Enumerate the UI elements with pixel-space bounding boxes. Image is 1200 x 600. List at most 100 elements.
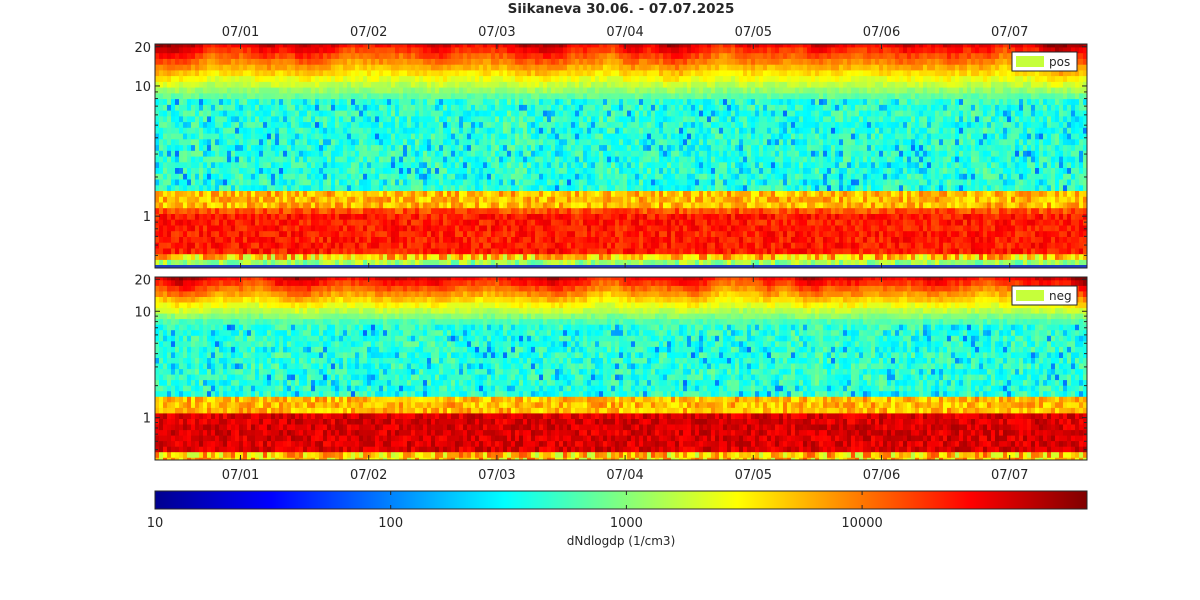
- heatmap-cell: [279, 98, 284, 105]
- heatmap-cell: [515, 69, 520, 77]
- heatmap-cell: [203, 87, 208, 94]
- heatmap-cell: [255, 259, 260, 266]
- heatmap-cell: [347, 138, 352, 146]
- heatmap-cell: [455, 52, 460, 59]
- heatmap-cell: [447, 161, 452, 168]
- heatmap-cell: [239, 144, 244, 151]
- heatmap-cell: [367, 242, 372, 249]
- heatmap-cell: [631, 179, 636, 186]
- heatmap-cell: [491, 58, 496, 65]
- heatmap-cell: [199, 242, 204, 249]
- heatmap-cell: [495, 207, 500, 214]
- heatmap-cell: [451, 184, 456, 191]
- heatmap-cell: [351, 179, 356, 186]
- heatmap-cell: [383, 213, 388, 220]
- heatmap-cell: [307, 253, 312, 260]
- heatmap-cell: [423, 44, 428, 48]
- heatmap-cell: [651, 150, 656, 157]
- heatmap-cell: [383, 127, 388, 134]
- heatmap-cell: [155, 98, 160, 105]
- heatmap-cell: [519, 69, 524, 77]
- heatmap-cell: [643, 133, 648, 140]
- heatmap-cell: [279, 58, 284, 65]
- heatmap-cell: [387, 207, 392, 214]
- heatmap-cell: [483, 207, 488, 214]
- heatmap-cell: [303, 173, 308, 180]
- heatmap-cell: [559, 219, 564, 226]
- heatmap-cell: [619, 133, 624, 140]
- heatmap-cell: [207, 230, 212, 237]
- heatmap-cell: [343, 144, 348, 151]
- heatmap-cell: [459, 46, 464, 54]
- heatmap-cell: [511, 44, 516, 48]
- heatmap-cell: [235, 87, 240, 94]
- heatmap-cell: [263, 138, 268, 146]
- heatmap-cell: [167, 167, 172, 174]
- heatmap-cell: [503, 247, 508, 255]
- heatmap-cell: [415, 156, 420, 163]
- heatmap-cell: [559, 92, 564, 100]
- heatmap-cell: [563, 64, 568, 71]
- heatmap-cell: [599, 64, 604, 71]
- heatmap-cell: [291, 156, 296, 163]
- heatmap-cell: [199, 259, 204, 266]
- heatmap-cell: [191, 179, 196, 186]
- heatmap-cell: [383, 133, 388, 140]
- heatmap-cell: [339, 236, 344, 243]
- heatmap-cell: [379, 58, 384, 65]
- heatmap-cell: [591, 161, 596, 168]
- heatmap-cell: [647, 110, 652, 117]
- heatmap-cell: [523, 253, 528, 260]
- heatmap-cell: [427, 69, 432, 77]
- heatmap-cell: [487, 133, 492, 140]
- heatmap-cell: [227, 219, 232, 226]
- heatmap-cell: [283, 144, 288, 151]
- heatmap-cell: [367, 46, 372, 54]
- heatmap-cell: [443, 115, 448, 123]
- heatmap-cell: [571, 127, 576, 134]
- heatmap-cell: [467, 224, 472, 232]
- heatmap-cell: [631, 121, 636, 128]
- heatmap-cell: [339, 92, 344, 100]
- heatmap-cell: [391, 219, 396, 226]
- heatmap-cell: [187, 184, 192, 191]
- heatmap-cell: [295, 64, 300, 71]
- heatmap-cell: [403, 253, 408, 260]
- heatmap-cell: [415, 81, 420, 88]
- heatmap-cell: [179, 184, 184, 191]
- heatmap-cell: [311, 144, 316, 151]
- heatmap-cell: [255, 144, 260, 151]
- heatmap-cell: [299, 46, 304, 54]
- heatmap-cell: [287, 242, 292, 249]
- heatmap-cell: [599, 236, 604, 243]
- heatmap-cell: [459, 64, 464, 71]
- heatmap-cell: [307, 92, 312, 100]
- heatmap-cell: [639, 213, 644, 220]
- heatmap-cell: [555, 44, 560, 48]
- heatmap-cell: [235, 144, 240, 151]
- heatmap-cell: [271, 133, 276, 140]
- heatmap-cell: [551, 242, 556, 249]
- heatmap-cell: [347, 58, 352, 65]
- heatmap-cell: [631, 207, 636, 214]
- heatmap-cell: [231, 150, 236, 157]
- heatmap-cell: [515, 92, 520, 100]
- heatmap-cell: [515, 253, 520, 260]
- heatmap-cell: [163, 196, 168, 203]
- heatmap-cell: [435, 259, 440, 266]
- heatmap-cell: [499, 121, 504, 128]
- heatmap-cell: [611, 98, 616, 105]
- heatmap-cell: [627, 167, 632, 174]
- heatmap-cell: [235, 236, 240, 243]
- heatmap-cell: [439, 173, 444, 180]
- heatmap-cell: [411, 64, 416, 71]
- heatmap-cell: [375, 150, 380, 157]
- heatmap-cell: [219, 46, 224, 54]
- heatmap-cell: [527, 133, 532, 140]
- heatmap-cell: [543, 104, 548, 111]
- heatmap-cell: [399, 69, 404, 77]
- heatmap-cell: [343, 52, 348, 59]
- heatmap-cell: [239, 179, 244, 186]
- heatmap-cell: [495, 213, 500, 220]
- heatmap-cell: [635, 87, 640, 94]
